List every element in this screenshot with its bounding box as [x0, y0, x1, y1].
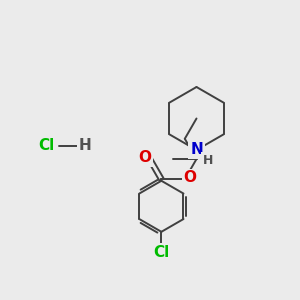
- Text: H: H: [79, 138, 92, 153]
- Text: O: O: [139, 150, 152, 165]
- Text: N: N: [190, 142, 203, 158]
- Text: Cl: Cl: [153, 245, 170, 260]
- Text: O: O: [184, 170, 197, 185]
- Text: H: H: [203, 154, 213, 167]
- Text: Cl: Cl: [38, 138, 55, 153]
